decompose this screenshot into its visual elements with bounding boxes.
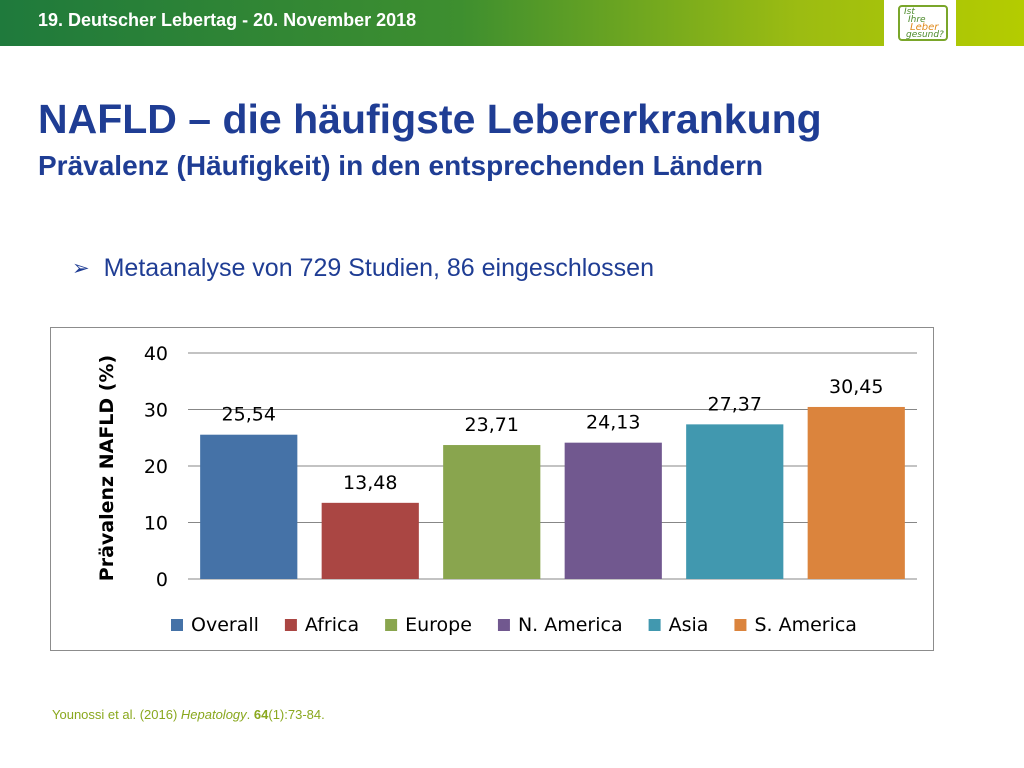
legend-swatch	[284, 619, 297, 631]
legend-label: Europe	[405, 614, 472, 636]
logo-text-1: Ist	[904, 7, 915, 17]
legend-swatch	[497, 619, 510, 631]
legend-label: Africa	[305, 614, 359, 636]
data-label: 25,54	[222, 404, 276, 426]
logo-frame: Ist Ihre Leber gesund?	[898, 5, 948, 41]
logo-text-2: Ihre	[908, 15, 926, 25]
y-tick-label: 20	[144, 456, 168, 478]
data-label: 30,45	[829, 376, 883, 398]
legend-label: N. America	[518, 614, 623, 636]
data-label: 13,48	[343, 472, 397, 494]
citation-journal: Hepatology	[180, 707, 247, 722]
header-bar: 19. Deutscher Lebertag - 20. November 20…	[0, 0, 1024, 46]
legend-swatch	[385, 619, 398, 631]
bullet-text: Metaanalyse von 729 Studien, 86 eingesch…	[103, 254, 654, 282]
y-tick-label: 0	[156, 569, 168, 591]
y-tick-label: 40	[144, 343, 168, 365]
bar-asia	[686, 424, 784, 579]
data-label: 27,37	[708, 393, 762, 415]
legend-label: S. America	[754, 614, 857, 636]
legend-swatch	[648, 619, 661, 631]
bar-africa	[321, 502, 419, 579]
citation: Younossi et al. (2016) Hepatology. 64(1)…	[52, 707, 325, 722]
logo-text-3: Leber	[910, 22, 939, 33]
liver-logo: Ist Ihre Leber gesund?	[884, 0, 956, 46]
bar-n-america	[564, 442, 662, 579]
slide-title: NAFLD – die häufigste Lebererkrankung	[38, 96, 822, 142]
data-label: 24,13	[586, 412, 640, 434]
chart-frame: 25,54 13,48 23,71 24,13 27,37 30,45 0 10 20 30 40…	[50, 327, 934, 651]
arrow-bullet-icon: ➢	[72, 257, 90, 280]
citation-volume: 64	[253, 707, 269, 722]
citation-authors: Younossi et al. (2016)	[52, 707, 181, 722]
y-axis-label: Prävalenz NAFLD (%)	[96, 355, 118, 581]
y-tick-label: 30	[144, 400, 168, 422]
citation-sep: .	[246, 707, 254, 722]
bullet-point: ➢ Metaanalyse von 729 Studien, 86 einges…	[72, 254, 654, 283]
citation-pages: (1):73-84.	[268, 707, 325, 722]
y-tick-label: 10	[144, 513, 168, 535]
bar-chart: 25,54 13,48 23,71 24,13 27,37 30,45 0 10 20 30 40…	[96, 343, 917, 636]
logo-text-4: gesund?	[906, 30, 944, 40]
legend-swatch	[734, 619, 747, 631]
legend-label: Overall	[191, 614, 259, 636]
bar-europe	[443, 445, 541, 579]
event-title: 19. Deutscher Lebertag - 20. November 20…	[38, 10, 417, 30]
bar-s-america	[807, 406, 905, 579]
data-label: 23,71	[465, 414, 519, 436]
slide-subtitle: Prävalenz (Häufigkeit) in den entspreche…	[38, 150, 764, 181]
legend-swatch	[171, 619, 183, 631]
bar-overall	[200, 434, 298, 579]
legend-label: Asia	[669, 614, 709, 636]
